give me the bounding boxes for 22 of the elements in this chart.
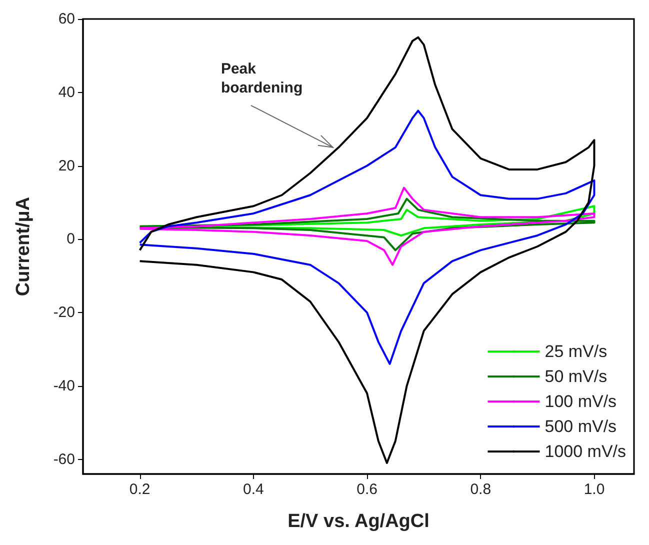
legend-label: 25 mV/s [544, 342, 608, 361]
x-tick-label: 0.4 [242, 481, 264, 498]
legend-label: 50 mV/s [544, 367, 608, 386]
legend-label: 500 mV/s [544, 417, 617, 436]
x-tick-label: 0.6 [356, 481, 378, 498]
y-tick-label: -60 [53, 450, 75, 468]
y-tick-label: 40 [58, 84, 75, 101]
y-axis-title: Current/μA [13, 196, 34, 296]
legend-label: 100 mV/s [544, 392, 617, 411]
x-tick-label: 0.2 [129, 481, 150, 498]
x-tick-label: 0.8 [470, 481, 492, 498]
y-tick-label: -20 [53, 304, 75, 322]
annotation: Peak boardening [220, 60, 303, 96]
legend-label: 1000 mV/s [544, 442, 626, 461]
y-tick-label: 20 [58, 157, 75, 174]
y-tick-label: 60 [58, 10, 75, 28]
y-tick-label: -40 [53, 377, 75, 394]
y-tick-label: 0 [66, 230, 75, 248]
line-series [138, 198, 596, 252]
x-axis-title: E/V vs. Ag/AgCl [288, 511, 430, 532]
x-tick-label: 1.0 [584, 481, 605, 498]
line-series [138, 186, 596, 266]
